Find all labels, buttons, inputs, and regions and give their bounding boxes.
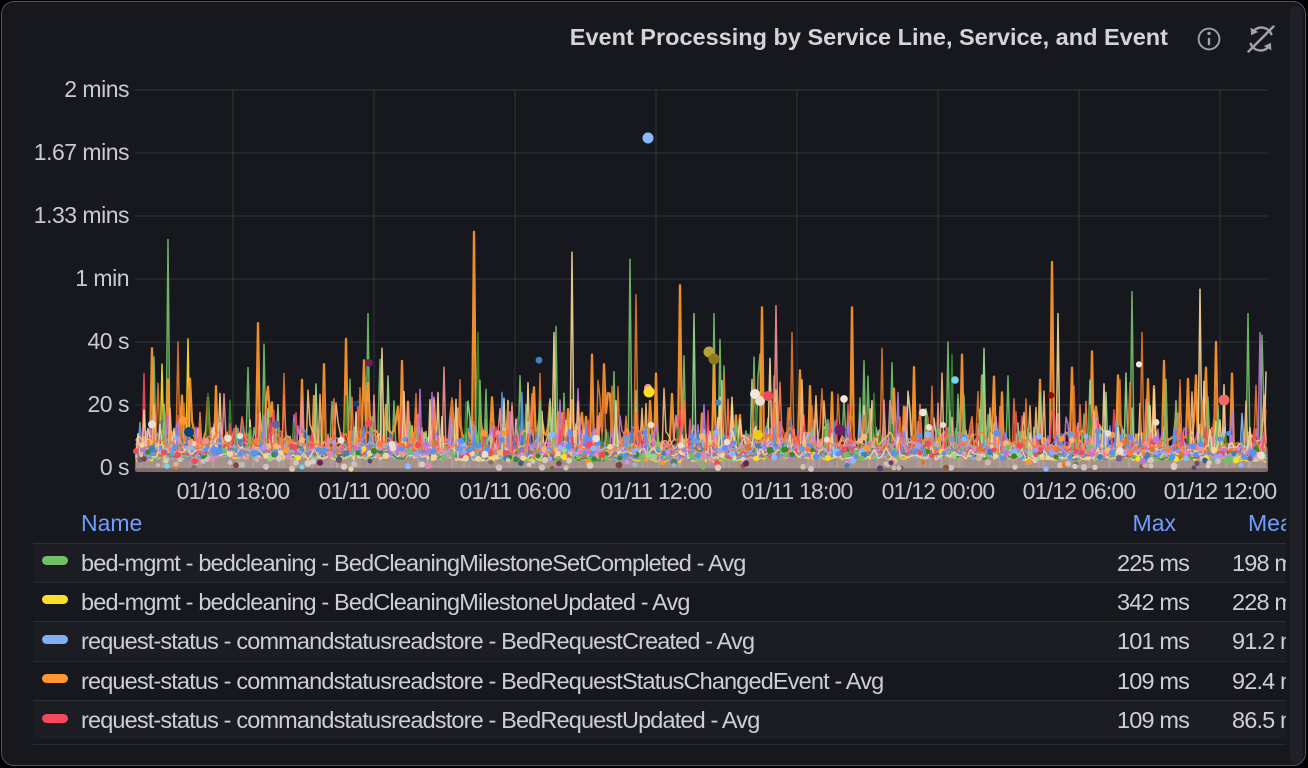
svg-text:01/12 00:00: 01/12 00:00: [882, 478, 995, 504]
svg-text:01/10 18:00: 01/10 18:00: [177, 478, 290, 504]
svg-text:40 s: 40 s: [88, 328, 129, 354]
svg-text:01/11 12:00: 01/11 12:00: [601, 478, 712, 504]
svg-text:2 mins: 2 mins: [64, 76, 129, 102]
svg-text:1.67 mins: 1.67 mins: [34, 139, 129, 165]
svg-text:20 s: 20 s: [88, 391, 129, 417]
svg-text:01/12 06:00: 01/12 06:00: [1023, 478, 1136, 504]
svg-text:1 min: 1 min: [75, 265, 129, 291]
svg-text:01/11 00:00: 01/11 00:00: [319, 478, 430, 504]
svg-text:01/11 06:00: 01/11 06:00: [460, 478, 571, 504]
svg-text:1.33 mins: 1.33 mins: [34, 202, 129, 228]
svg-text:01/11 18:00: 01/11 18:00: [742, 478, 853, 504]
svg-text:01/12 12:00: 01/12 12:00: [1164, 478, 1277, 504]
svg-text:0 s: 0 s: [100, 454, 129, 480]
